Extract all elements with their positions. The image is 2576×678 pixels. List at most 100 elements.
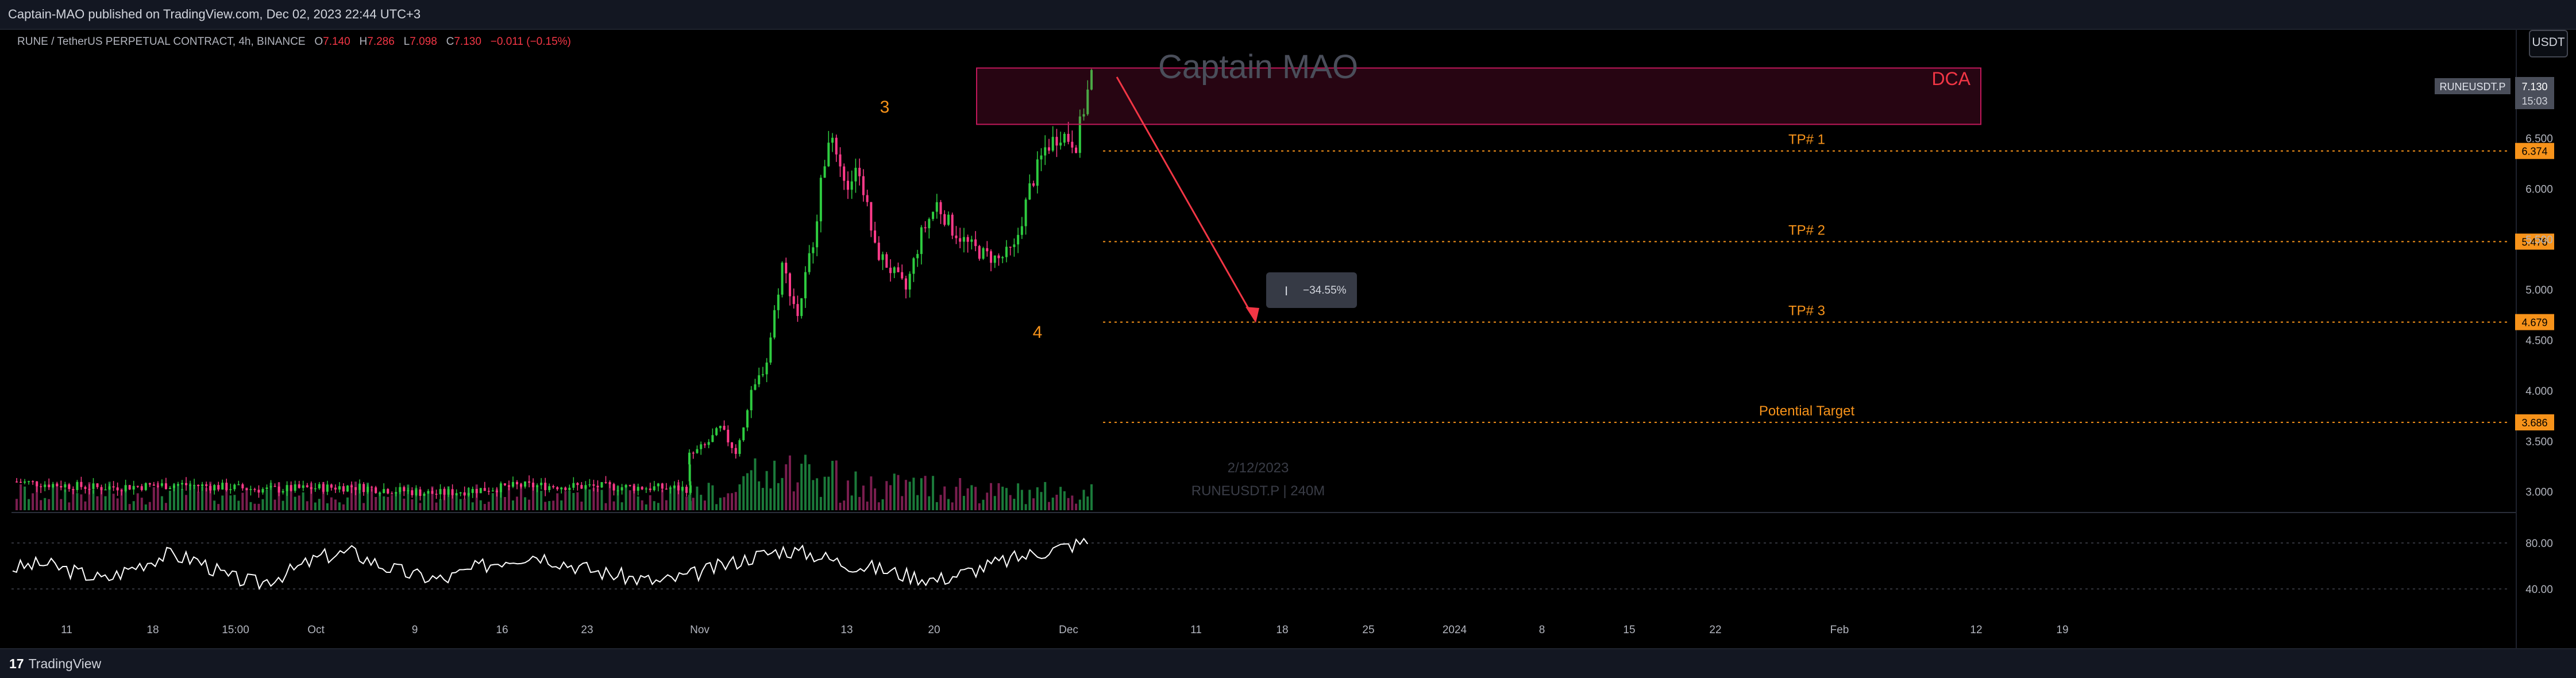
volume-bar bbox=[970, 485, 973, 510]
candle-body bbox=[342, 486, 345, 492]
volume-bar bbox=[399, 487, 402, 510]
rsi-pane: 80.00 40.00 bbox=[11, 537, 2553, 596]
volume-bar bbox=[800, 464, 803, 510]
volume-bar bbox=[201, 486, 204, 510]
candle-body bbox=[281, 491, 284, 493]
candle-body bbox=[800, 298, 803, 316]
volume-bar bbox=[715, 504, 718, 510]
measure-tooltip bbox=[1266, 272, 1357, 308]
volume-bar bbox=[64, 489, 67, 510]
candle-body bbox=[560, 487, 563, 490]
volume-bars bbox=[16, 454, 1093, 510]
candle-body bbox=[532, 482, 535, 487]
volume-bar bbox=[993, 496, 996, 510]
candle-body bbox=[959, 238, 962, 242]
candle-body bbox=[201, 484, 204, 486]
candle-body bbox=[463, 492, 466, 496]
candle-body bbox=[943, 214, 946, 225]
candle-body bbox=[483, 488, 486, 491]
candle-body bbox=[835, 137, 838, 155]
candle-body bbox=[1044, 147, 1047, 156]
candle-body bbox=[677, 485, 680, 491]
volume-bar bbox=[350, 484, 353, 510]
volume-bar bbox=[620, 502, 623, 510]
candle-body bbox=[576, 483, 579, 486]
candle-body bbox=[932, 211, 935, 219]
candle-body bbox=[172, 485, 175, 488]
candle-body bbox=[1047, 147, 1050, 151]
volume-bar bbox=[447, 486, 450, 510]
volume-bar bbox=[932, 476, 935, 510]
candle-body bbox=[846, 180, 849, 190]
volume-bar bbox=[168, 490, 171, 510]
tradingview-logo[interactable]: 17 TradingView bbox=[9, 656, 101, 672]
candle-body bbox=[415, 489, 418, 495]
volume-bar bbox=[499, 489, 502, 510]
candle-body bbox=[265, 487, 268, 490]
candle-body bbox=[986, 248, 989, 252]
volume-bar bbox=[209, 481, 212, 510]
candle-body bbox=[193, 484, 196, 486]
candle-body bbox=[112, 486, 115, 488]
volume-bar bbox=[580, 502, 583, 510]
candle-body bbox=[612, 484, 615, 491]
candle-body bbox=[727, 429, 730, 442]
volume-bar bbox=[205, 488, 208, 510]
currency-button[interactable]: USDT bbox=[2529, 30, 2568, 57]
volume-bar bbox=[616, 486, 619, 510]
candle-body bbox=[681, 487, 684, 491]
symbol-tag bbox=[2435, 78, 2511, 94]
last-price-countdown: 15:03 bbox=[2521, 95, 2547, 107]
x-tick-label: 18 bbox=[1276, 624, 1288, 636]
candle-body bbox=[624, 484, 627, 487]
volume-bar bbox=[120, 488, 123, 510]
volume-bar bbox=[962, 496, 965, 510]
volume-bar bbox=[1090, 484, 1093, 510]
volume-bar bbox=[596, 488, 599, 510]
volume-bar bbox=[816, 478, 819, 510]
volume-bar bbox=[584, 486, 587, 510]
candle-body bbox=[189, 485, 192, 486]
volume-bar bbox=[387, 496, 390, 510]
volume-bar bbox=[277, 482, 280, 510]
volume-bar bbox=[685, 496, 688, 510]
candle-body bbox=[568, 487, 571, 490]
volume-bar bbox=[681, 487, 684, 510]
volume-bar bbox=[951, 502, 954, 510]
volume-bar bbox=[532, 486, 535, 510]
candle-body bbox=[669, 488, 672, 489]
candle-body bbox=[20, 481, 22, 483]
volume-bar bbox=[358, 483, 361, 510]
y-tick-label: 4.000 bbox=[2525, 386, 2553, 398]
volume-bar bbox=[592, 488, 595, 510]
volume-bar bbox=[439, 499, 442, 510]
volume-bar bbox=[939, 495, 942, 510]
x-tick-label: Dec bbox=[1059, 624, 1078, 636]
candle-body bbox=[427, 491, 430, 494]
candle-body bbox=[641, 487, 643, 490]
candle-body bbox=[1028, 183, 1031, 200]
candle-body bbox=[96, 483, 99, 487]
published-info: Captain-MAO published on TradingView.com… bbox=[8, 7, 421, 21]
candle-body bbox=[334, 487, 337, 490]
candle-body bbox=[866, 195, 869, 202]
candle-body bbox=[731, 442, 734, 448]
volume-bar bbox=[758, 481, 761, 510]
volume-bar bbox=[866, 501, 869, 510]
symbol-name[interactable]: RUNE / TetherUS PERPETUAL CONTRACT, 4h, … bbox=[17, 36, 306, 48]
candle-body bbox=[939, 202, 942, 214]
volume-bar bbox=[624, 486, 627, 510]
candle-body bbox=[796, 304, 799, 316]
volume-bar bbox=[765, 471, 768, 510]
volume-bar bbox=[181, 488, 183, 510]
tradingview-brand: TradingView bbox=[28, 656, 102, 671]
volume-bar bbox=[1071, 495, 1074, 510]
volume-bar bbox=[495, 488, 498, 510]
candle-body bbox=[326, 484, 329, 492]
volume-bar bbox=[645, 504, 647, 510]
candle-body bbox=[928, 219, 931, 229]
level-price-label: 3.686 bbox=[2521, 417, 2547, 429]
volume-bar bbox=[997, 483, 1000, 510]
candle-body bbox=[507, 485, 510, 487]
